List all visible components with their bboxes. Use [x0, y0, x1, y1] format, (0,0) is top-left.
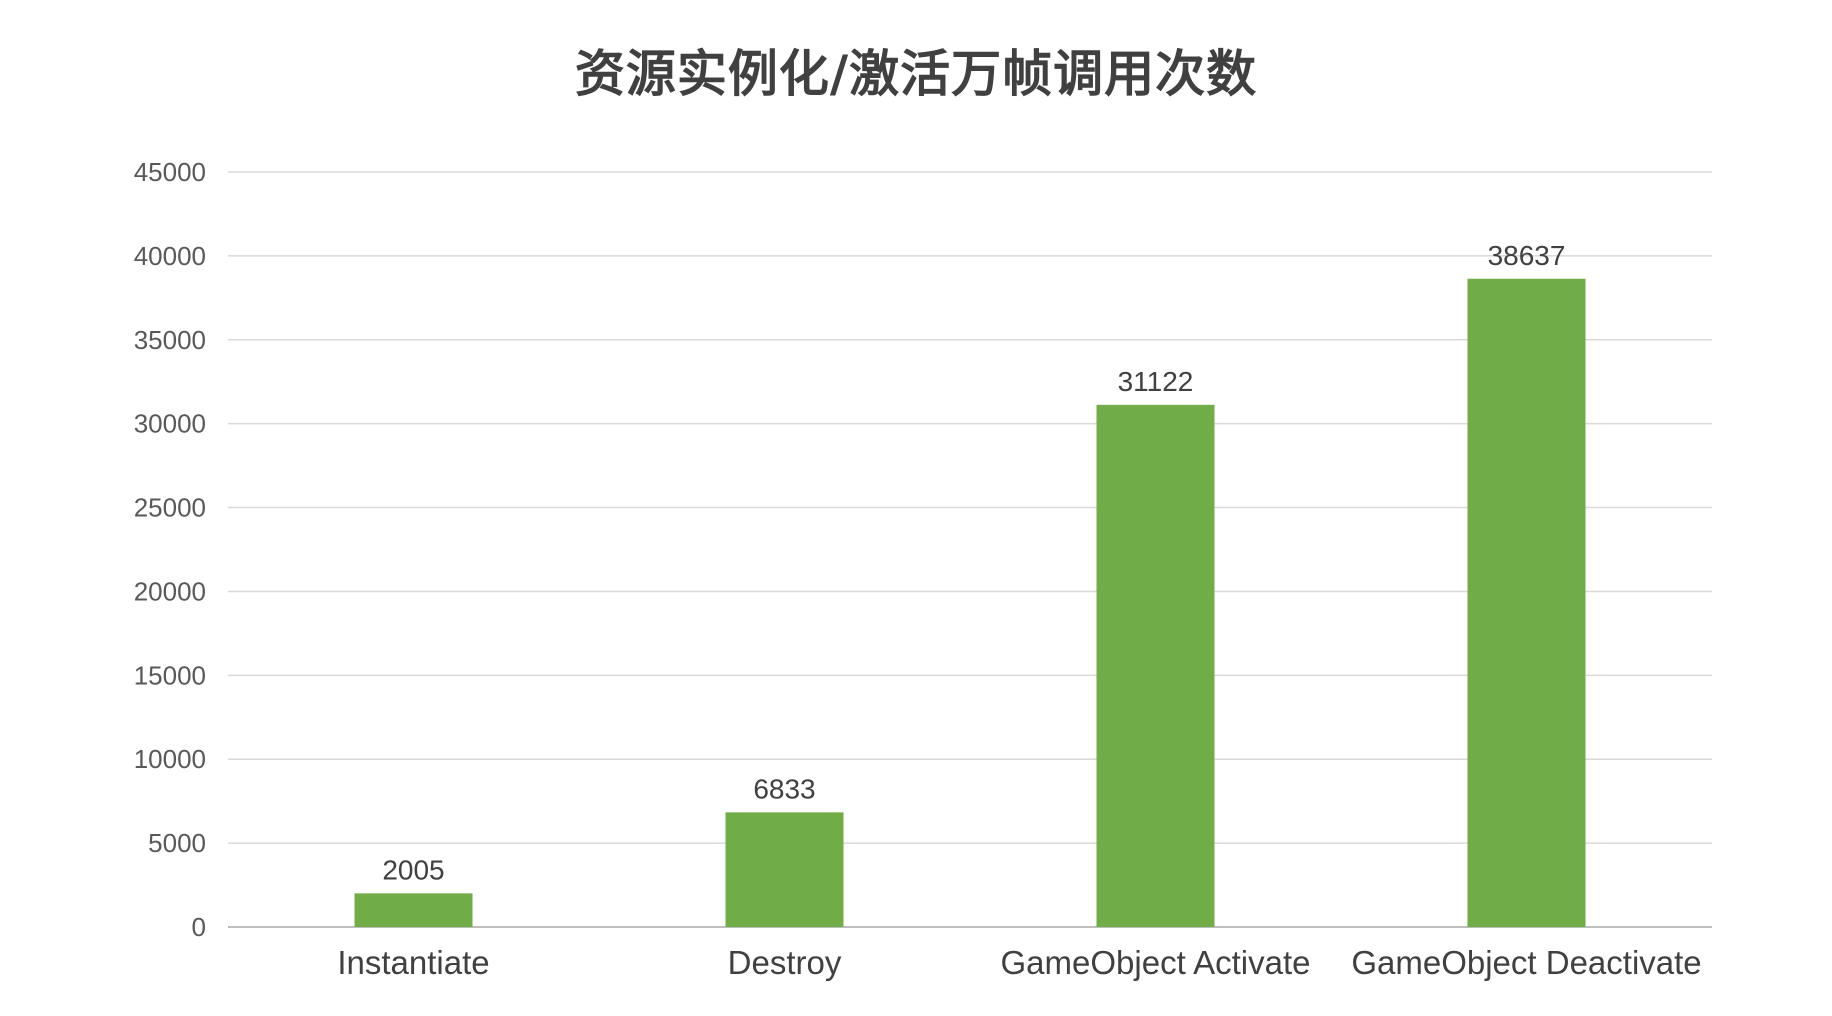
y-tick-label: 35000: [134, 325, 206, 355]
x-category-label: Instantiate: [337, 944, 489, 981]
data-label: 31122: [1118, 366, 1194, 397]
x-category-label: GameObject Activate: [1001, 944, 1311, 981]
chart-title: 资源实例化/激活万帧调用次数: [574, 45, 1258, 103]
bar: [354, 893, 473, 927]
y-tick-label: 15000: [134, 660, 206, 690]
data-label: 2005: [382, 854, 444, 885]
y-tick-label: 25000: [134, 493, 206, 523]
y-tick-label: 45000: [134, 157, 206, 187]
y-tick-label: 0: [192, 912, 206, 942]
y-tick-label: 10000: [134, 744, 206, 774]
data-label: 6833: [753, 773, 815, 804]
bar: [1096, 404, 1215, 927]
y-tick-label: 5000: [148, 828, 206, 858]
bar: [725, 812, 844, 927]
x-category-label: GameObject Deactivate: [1351, 944, 1701, 981]
y-tick-label: 40000: [134, 241, 206, 271]
y-tick-label: 30000: [134, 409, 206, 439]
bar: [1467, 278, 1586, 928]
x-category-label: Destroy: [728, 944, 842, 981]
y-tick-label: 20000: [134, 576, 206, 606]
data-label: 38637: [1488, 240, 1566, 271]
